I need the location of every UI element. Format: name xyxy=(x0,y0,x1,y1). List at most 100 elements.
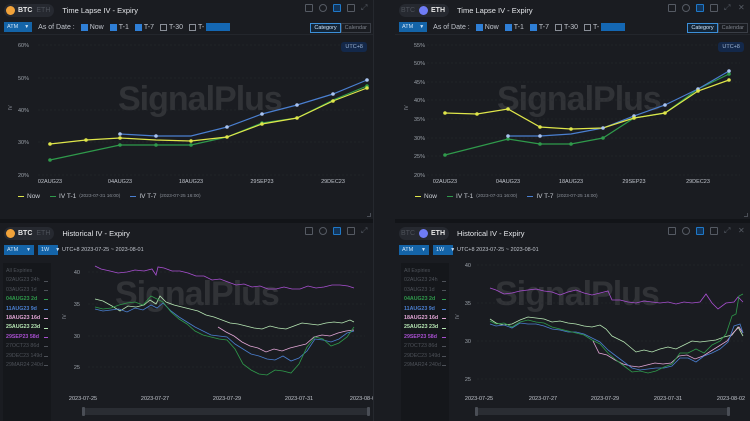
scrollbar-right-handle[interactable] xyxy=(367,407,370,416)
atm-dropdown[interactable]: ATM ▼ xyxy=(4,245,34,255)
expiry-item[interactable]: 29SEP23 58d xyxy=(404,333,446,342)
expiry-item[interactable]: 04AUG23 2d xyxy=(404,295,446,304)
expiry-all[interactable]: All Expiries xyxy=(404,267,446,276)
expiry-item[interactable]: 29MAR24 240d xyxy=(6,361,48,370)
info-icon[interactable] xyxy=(696,227,704,235)
checkbox-custom[interactable]: T- xyxy=(584,23,626,31)
category-button[interactable]: Category xyxy=(310,23,341,33)
eth-historical-chart: 40 35 30 25 IV 2023-07-25 2023-07-27 2023-07-… xyxy=(455,263,745,402)
custom-days-input[interactable] xyxy=(206,23,231,31)
scrollbar-left-handle[interactable] xyxy=(82,407,85,416)
expand-icon[interactable]: ⤢ xyxy=(361,3,368,12)
series-marker-icon xyxy=(442,365,446,367)
legend-item-t7[interactable]: IV T-7 (2023-07-25 16:00) xyxy=(130,193,201,200)
refresh-icon[interactable] xyxy=(682,227,690,235)
legend-timestamp: (2023-07-31 16:00) xyxy=(476,194,518,199)
duplicate-icon[interactable] xyxy=(347,227,355,235)
atm-dropdown[interactable]: ATM ▼ xyxy=(4,22,33,32)
external-link-icon[interactable] xyxy=(305,227,313,235)
calendar-button[interactable]: Calendar xyxy=(717,23,748,33)
coin-eth-tab[interactable]: ETH xyxy=(36,7,50,14)
checkbox-t30[interactable]: T-30 xyxy=(555,23,578,31)
duplicate-icon[interactable] xyxy=(710,227,718,235)
checkbox-t1[interactable]: T-1 xyxy=(504,23,524,31)
legend-item-t1[interactable]: IV T-1 (2023-07-31 16:00) xyxy=(50,193,120,200)
time-range-scrollbar[interactable] xyxy=(82,407,370,416)
expiry-item[interactable]: 02AUG23 24h xyxy=(6,276,48,285)
expiry-all[interactable]: All Expiries xyxy=(6,267,48,276)
checkbox-now[interactable]: Now xyxy=(475,23,499,31)
expiry-label: 18AUG23 16d xyxy=(404,314,439,321)
info-icon[interactable] xyxy=(333,4,341,12)
expiry-item[interactable]: 29SEP23 58d xyxy=(6,333,48,342)
external-link-icon[interactable] xyxy=(668,4,676,12)
refresh-icon[interactable] xyxy=(319,227,327,235)
expiry-item[interactable]: 25AUG23 23d xyxy=(404,323,446,332)
legend-item-t1[interactable]: IV T-1 (2023-07-31 16:00) xyxy=(447,193,517,200)
refresh-icon[interactable] xyxy=(319,4,327,12)
external-link-icon[interactable] xyxy=(668,227,676,235)
expiry-item[interactable]: 29MAR24 240d xyxy=(404,361,446,370)
period-dropdown[interactable]: 1W ▼ xyxy=(38,245,60,255)
checkbox-custom[interactable]: T- xyxy=(189,23,231,31)
svg-text:2023-07-25: 2023-07-25 xyxy=(465,396,493,402)
expiry-label: 02AUG23 24h xyxy=(404,277,438,284)
time-range-scrollbar[interactable] xyxy=(475,407,730,416)
coin-btc-tab[interactable]: BTC xyxy=(6,228,32,238)
scrollbar-right-handle[interactable] xyxy=(727,407,730,416)
resize-handle[interactable] xyxy=(367,213,371,217)
checkbox-t7[interactable]: T-7 xyxy=(134,23,154,31)
checkbox-t30[interactable]: T-30 xyxy=(160,23,183,31)
date-range: UTC+8 2023-07-25 ~ 2023-08-01 xyxy=(62,247,144,253)
coin-eth-tab[interactable]: ETH xyxy=(419,228,445,238)
coin-btc-tab[interactable]: BTC xyxy=(6,5,32,15)
btc-historical-chart: 40 35 30 25 IV 2023-07-25 2023-07-27 2023-07-… xyxy=(62,265,373,402)
expand-icon[interactable]: ⤢ xyxy=(724,226,731,235)
atm-dropdown[interactable]: ATM ▼ xyxy=(399,245,429,255)
expiry-item[interactable]: 29DEC23 149d xyxy=(6,352,48,361)
expiry-item[interactable]: 29DEC23 149d xyxy=(404,352,446,361)
expiry-item[interactable]: 11AUG23 9d xyxy=(6,305,48,314)
info-icon[interactable] xyxy=(333,227,341,235)
controls-bar: ATM ▼ As of Date : Now T-1 T-7 T-30 T- xyxy=(395,20,750,35)
checkbox-t1[interactable]: T-1 xyxy=(109,23,129,31)
coin-btc-tab[interactable]: BTC xyxy=(401,230,415,237)
expiry-item[interactable]: 11AUG23 9d xyxy=(404,305,446,314)
resize-handle[interactable] xyxy=(744,213,748,217)
checkbox-now[interactable]: Now xyxy=(80,23,104,31)
external-link-icon[interactable] xyxy=(305,4,313,12)
legend-item-now[interactable]: Now xyxy=(18,193,40,200)
expiry-item[interactable]: 25AUG23 23d xyxy=(6,323,48,332)
atm-dropdown[interactable]: ATM ▼ xyxy=(399,22,428,32)
expand-icon[interactable]: ⤢ xyxy=(724,3,731,12)
scrollbar-left-handle[interactable] xyxy=(475,407,478,416)
coin-eth-tab[interactable]: ETH xyxy=(36,230,50,237)
svg-text:35: 35 xyxy=(74,302,80,308)
coin-btc-tab[interactable]: BTC xyxy=(401,7,415,14)
info-icon[interactable] xyxy=(696,4,704,12)
custom-days-input[interactable] xyxy=(601,23,626,31)
duplicate-icon[interactable] xyxy=(347,4,355,12)
legend-item-t7[interactable]: IV T-7 (2023-07-25 16:00) xyxy=(527,193,598,200)
expiry-item[interactable]: 27OCT23 86d xyxy=(6,342,48,351)
expiry-item[interactable]: 02AUG23 24h xyxy=(404,276,446,285)
coin-eth-tab[interactable]: ETH xyxy=(419,5,445,15)
expiry-item[interactable]: 04AUG23 2d xyxy=(6,295,48,304)
expiry-item[interactable]: 03AUG23 1d xyxy=(6,286,48,295)
close-icon[interactable]: ✕ xyxy=(738,3,745,12)
expiry-item[interactable]: 03AUG23 1d xyxy=(404,286,446,295)
expiry-item[interactable]: 18AUG23 16d xyxy=(404,314,446,323)
expiry-item[interactable]: 27OCT23 86d xyxy=(404,342,446,351)
legend-item-now[interactable]: Now xyxy=(415,193,437,200)
calendar-button[interactable]: Calendar xyxy=(340,23,371,33)
category-button[interactable]: Category xyxy=(687,23,718,33)
expiry-label: 11AUG23 9d xyxy=(404,305,435,312)
expand-icon[interactable]: ⤢ xyxy=(361,226,368,235)
checkbox-t7[interactable]: T-7 xyxy=(529,23,549,31)
expiry-item[interactable]: 18AUG23 16d xyxy=(6,314,48,323)
duplicate-icon[interactable] xyxy=(710,4,718,12)
close-icon[interactable]: ✕ xyxy=(738,226,745,235)
period-dropdown[interactable]: 1W ▼ xyxy=(433,245,455,255)
svg-text:20%: 20% xyxy=(18,173,29,179)
refresh-icon[interactable] xyxy=(682,4,690,12)
